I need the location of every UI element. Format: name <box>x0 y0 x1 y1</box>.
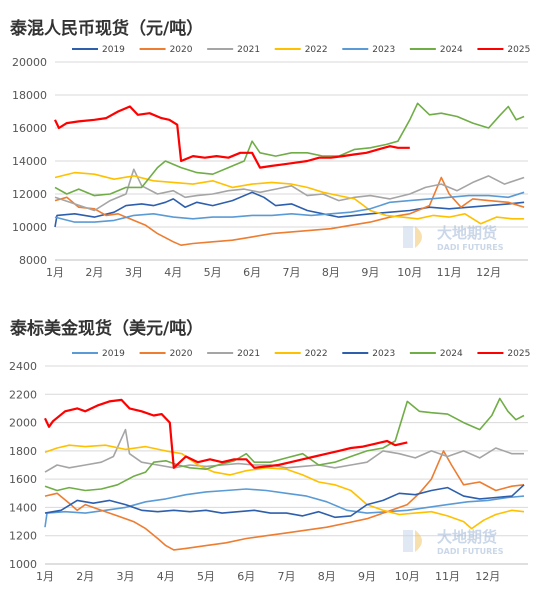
legend-item-2022: 2022 <box>274 349 328 359</box>
legend-item-2024: 2024 <box>409 45 463 55</box>
chart-title: 泰混人民币现货（元/吨） <box>10 19 204 39</box>
x-tick-label: 12月 <box>475 570 500 583</box>
legend-item-2021: 2021 <box>207 349 260 359</box>
x-tick-label: 3月 <box>125 266 143 279</box>
x-tick-label: 9月 <box>361 266 379 279</box>
watermark-text-en: DADI FUTURES <box>437 547 504 556</box>
x-tick-label: 1月 <box>46 266 64 279</box>
y-tick-label: 1600 <box>9 473 37 486</box>
logo-mark-icon <box>403 226 413 248</box>
series-line-2020 <box>54 176 525 246</box>
legend-label: 2020 <box>170 349 193 359</box>
y-tick-label: 1800 <box>9 445 37 458</box>
series-line-2020 <box>44 450 525 551</box>
logo-mark-accent-icon <box>415 226 422 248</box>
x-tick-label: 10月 <box>395 570 420 583</box>
x-tick-label: 8月 <box>322 266 340 279</box>
y-tick-label: 12000 <box>12 188 47 201</box>
chart-rmb-plot: 8000 10000 12000 14000 16000 18000 20000 1月 2月 3月… <box>12 45 530 279</box>
series-line-2019 <box>44 488 525 528</box>
x-tick-label: 9月 <box>358 570 376 583</box>
series-line-2024 <box>54 102 525 197</box>
watermark-text-cn: 大地期货 <box>437 528 497 546</box>
chart-usd-plot: 1000 1200 1400 1600 1800 2000 2200 2400 1月 2月 3月 4月… <box>9 349 530 583</box>
legend-label: 2024 <box>440 45 463 55</box>
legend-label: 2025 <box>507 45 530 55</box>
series-line-2022 <box>44 444 525 530</box>
logo-mark-icon <box>403 530 413 552</box>
legend-item-2025: 2025 <box>477 45 530 55</box>
legend-label: 2022 <box>305 45 328 55</box>
y-tick-label: 20000 <box>12 56 47 69</box>
y-tick-label: 14000 <box>12 155 47 168</box>
y-tick-label: 1000 <box>9 558 37 571</box>
chart-panel-usd: 泰标美金现货（美元/吨） 1000 1200 1400 1600 1800 2000 220… <box>0 300 550 601</box>
chart-title: 泰标美金现货（美元/吨） <box>10 319 204 339</box>
x-tick-label: 4月 <box>157 570 175 583</box>
legend-label: 2019 <box>102 45 125 55</box>
legend-item-2025: 2025 <box>477 349 530 359</box>
series-line-2025 <box>54 105 410 169</box>
series-line-2019 <box>54 191 525 228</box>
x-tick-label: 11月 <box>437 266 462 279</box>
y-tick-label: 2400 <box>9 360 37 373</box>
x-tick-label: 7月 <box>278 570 296 583</box>
x-tick-label: 6月 <box>237 570 255 583</box>
x-tick-label: 5月 <box>197 570 215 583</box>
y-tick-label: 10000 <box>12 221 47 234</box>
x-tick-label: 11月 <box>435 570 460 583</box>
legend-item-2021: 2021 <box>207 45 260 55</box>
x-tick-label: 7月 <box>283 266 301 279</box>
x-tick-label: 3月 <box>117 570 135 583</box>
x-tick-label: 10月 <box>397 266 422 279</box>
x-tick-label: 4月 <box>164 266 182 279</box>
legend-label: 2020 <box>170 45 193 55</box>
series-line-2023 <box>44 484 525 519</box>
y-tick-label: 1200 <box>9 530 37 543</box>
legend-item-2019: 2019 <box>72 349 125 359</box>
logo-mark-accent-icon <box>415 530 422 552</box>
series-line-2023 <box>54 191 525 223</box>
y-tick-label: 2000 <box>9 417 37 430</box>
legend-item-2023: 2023 <box>342 45 395 55</box>
watermark-text-cn: 大地期货 <box>437 224 497 242</box>
y-tick-label: 16000 <box>12 122 47 135</box>
chart-panel-rmb: 泰混人民币现货（元/吨） 8000 10000 12000 14000 16000 180… <box>0 0 550 300</box>
legend-item-2024: 2024 <box>409 349 463 359</box>
legend-label: 2023 <box>372 349 395 359</box>
legend-item-2020: 2020 <box>139 45 193 55</box>
x-tick-label: 12月 <box>476 266 501 279</box>
legend-label: 2022 <box>305 349 328 359</box>
series-line-2025 <box>44 398 408 469</box>
x-tick-label: 6月 <box>243 266 261 279</box>
legend-label: 2024 <box>440 349 463 359</box>
x-tick-label: 5月 <box>204 266 222 279</box>
series-line-2022 <box>54 171 525 225</box>
series-line-2021 <box>54 168 525 212</box>
y-tick-label: 18000 <box>12 89 47 102</box>
x-tick-label: 2月 <box>85 266 103 279</box>
y-tick-label: 8000 <box>19 254 47 267</box>
legend-label: 2019 <box>102 349 125 359</box>
legend-label: 2021 <box>237 349 260 359</box>
watermark-text-en: DADI FUTURES <box>437 243 504 252</box>
x-tick-label: 1月 <box>36 570 54 583</box>
legend-label: 2025 <box>507 349 530 359</box>
x-tick-label: 8月 <box>318 570 336 583</box>
y-tick-label: 1400 <box>9 501 37 514</box>
y-tick-label: 2200 <box>9 388 37 401</box>
legend-item-2019: 2019 <box>72 45 125 55</box>
x-tick-label: 2月 <box>76 570 94 583</box>
legend-item-2022: 2022 <box>274 45 328 55</box>
legend-label: 2021 <box>237 45 260 55</box>
legend-label: 2023 <box>372 45 395 55</box>
legend-item-2023: 2023 <box>342 349 395 359</box>
series-line-2024 <box>44 397 525 492</box>
legend-item-2020: 2020 <box>139 349 193 359</box>
